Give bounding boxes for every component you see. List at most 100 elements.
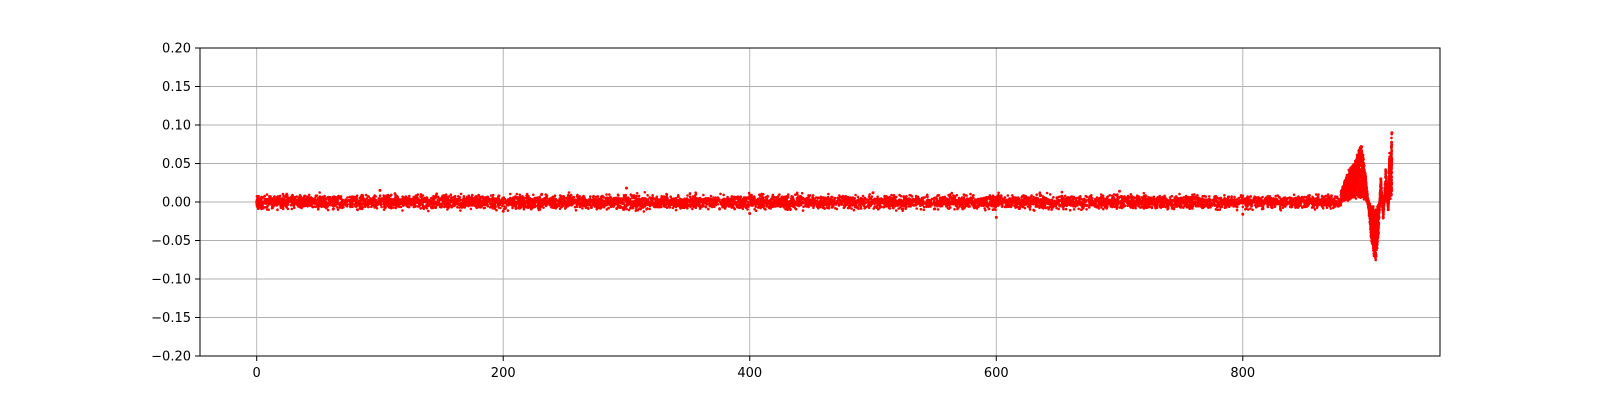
data-point	[497, 194, 501, 198]
data-point	[336, 208, 340, 211]
data-point	[382, 208, 386, 211]
data-point	[576, 193, 579, 197]
data-point	[1314, 193, 1318, 196]
data-point	[1090, 194, 1093, 197]
data-point	[567, 191, 571, 194]
data-point	[936, 193, 940, 197]
data-point	[574, 208, 578, 212]
data-point	[364, 193, 368, 197]
data-point	[1266, 194, 1269, 198]
data-point	[643, 191, 647, 194]
data-point	[1045, 191, 1049, 195]
data-point	[850, 207, 853, 210]
data-point	[293, 206, 296, 210]
data-point	[1038, 191, 1042, 194]
data-point	[1288, 205, 1292, 208]
data-point	[746, 208, 749, 211]
data-point	[702, 193, 705, 197]
data-point	[1062, 207, 1065, 211]
data-point	[1317, 193, 1320, 196]
data-point	[861, 194, 865, 198]
data-point	[637, 194, 641, 198]
data-point	[447, 206, 450, 209]
data-point	[1114, 193, 1118, 197]
data-point	[668, 206, 672, 209]
data-point	[969, 192, 972, 196]
data-point	[947, 207, 951, 210]
data-point	[972, 194, 975, 197]
data-point	[691, 207, 694, 211]
data-point	[331, 207, 335, 211]
data-point	[548, 203, 552, 207]
data-point	[318, 191, 322, 194]
data-point	[421, 194, 425, 197]
data-point	[869, 196, 872, 200]
data-point	[835, 207, 839, 211]
data-point	[515, 192, 519, 196]
data-point	[854, 193, 857, 197]
data-point	[1150, 206, 1154, 210]
data-point	[332, 205, 335, 208]
data-point	[1049, 205, 1052, 209]
data-point	[646, 194, 649, 197]
data-point	[399, 205, 403, 209]
data-point	[900, 207, 904, 210]
data-point	[894, 199, 898, 202]
data-point	[509, 192, 512, 196]
data-point	[359, 207, 362, 210]
data-point	[843, 204, 847, 208]
data-point	[765, 205, 769, 208]
data-point	[559, 205, 563, 209]
data-point	[1058, 205, 1061, 208]
data-point	[590, 206, 593, 209]
data-point	[827, 192, 830, 196]
data-point	[504, 205, 507, 209]
data-point	[367, 195, 371, 198]
data-point	[265, 208, 269, 211]
data-point	[936, 208, 940, 211]
data-point	[1028, 208, 1032, 211]
data-point	[495, 208, 498, 212]
data-point	[1249, 207, 1252, 210]
data-point	[514, 206, 518, 209]
data-point	[566, 199, 569, 202]
data-point	[800, 191, 804, 195]
data-point	[899, 194, 903, 198]
data-point	[915, 207, 918, 210]
data-point	[450, 196, 453, 199]
data-point	[1207, 202, 1211, 205]
data-point	[1063, 194, 1067, 198]
data-point	[1178, 192, 1181, 196]
data-point	[1131, 206, 1135, 210]
data-point	[1321, 207, 1325, 210]
data-point	[1163, 194, 1166, 198]
data-point	[581, 207, 584, 210]
data-point	[709, 194, 713, 198]
data-point	[1204, 195, 1207, 198]
data-points	[255, 131, 1394, 262]
data-point	[718, 207, 721, 210]
data-point	[459, 192, 463, 196]
data-point	[1012, 195, 1015, 199]
data-point	[356, 208, 360, 212]
data-point	[778, 193, 781, 196]
data-point	[1085, 208, 1088, 211]
data-point	[265, 193, 269, 196]
data-point	[589, 195, 592, 198]
data-point	[955, 193, 959, 197]
data-point	[327, 195, 330, 199]
data-point	[682, 206, 686, 209]
data-point	[859, 207, 863, 210]
data-point	[1099, 193, 1103, 196]
data-point	[294, 196, 297, 199]
data-point	[636, 208, 640, 212]
data-point	[1006, 194, 1010, 197]
data-point	[612, 196, 616, 200]
data-point	[925, 204, 929, 208]
data-point	[401, 209, 404, 212]
data-point	[719, 192, 722, 196]
data-point	[452, 195, 456, 199]
data-point	[1230, 195, 1233, 198]
data-point	[459, 209, 462, 212]
